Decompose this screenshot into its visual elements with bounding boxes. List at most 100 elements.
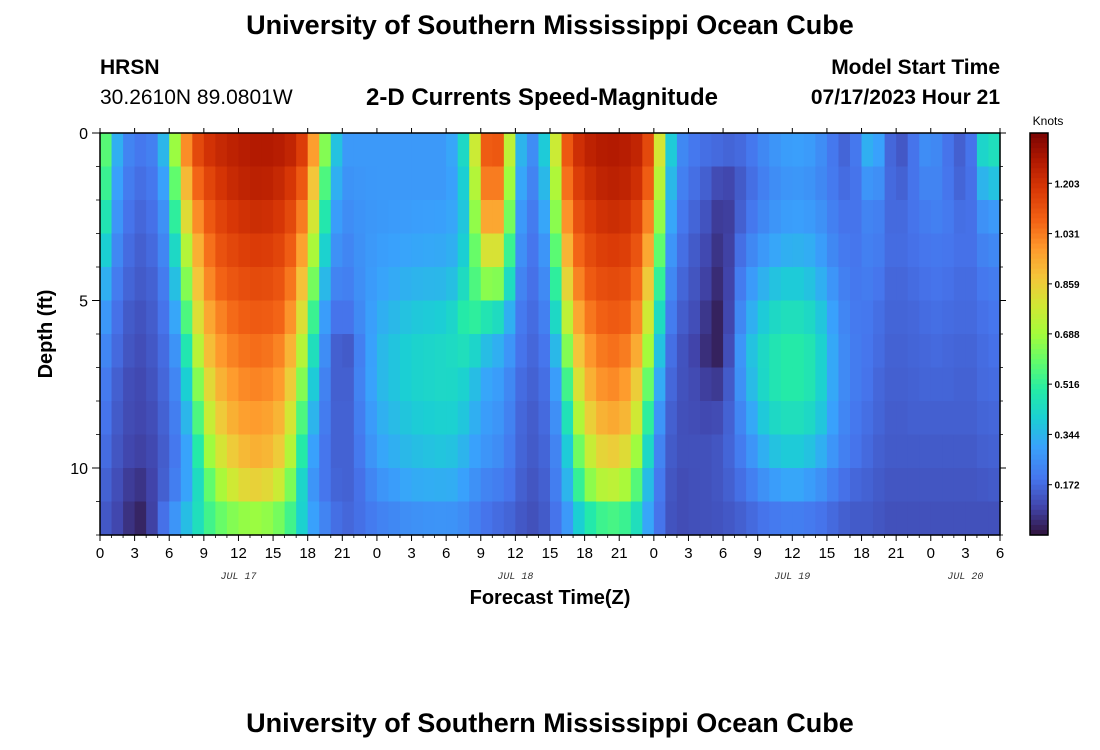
- heatmap-cell: [573, 367, 586, 402]
- heatmap-cell: [538, 133, 551, 168]
- heatmap-cell: [250, 367, 263, 402]
- heatmap-cell: [353, 133, 366, 168]
- heatmap-cell: [815, 367, 828, 402]
- heatmap-cell: [400, 334, 413, 369]
- heatmap-cell: [446, 434, 459, 469]
- model-start-label: Model Start Time: [831, 56, 1000, 79]
- heatmap-cell: [400, 267, 413, 302]
- heatmap-cell: [607, 434, 620, 469]
- heatmap-cell: [884, 166, 897, 201]
- heatmap-cell: [457, 233, 470, 268]
- heatmap-cell: [619, 233, 632, 268]
- heatmap-cell: [434, 401, 447, 436]
- heatmap-cell: [665, 166, 678, 201]
- heatmap-cell: [250, 267, 263, 302]
- heatmap-cell: [700, 133, 713, 168]
- colorbar-swatch: [1030, 258, 1048, 265]
- heatmap-cell: [226, 200, 240, 235]
- heatmap-cell: [342, 166, 355, 201]
- heatmap-cell: [376, 334, 390, 369]
- heatmap-cell: [953, 133, 966, 168]
- heatmap-cell: [619, 267, 632, 302]
- heatmap-cell: [653, 267, 666, 302]
- heatmap-cell: [780, 166, 793, 201]
- heatmap-cell: [711, 233, 724, 268]
- colorbar-swatch: [1030, 143, 1048, 149]
- heatmap-cell: [780, 334, 793, 369]
- heatmap-cell: [792, 166, 805, 201]
- heatmap-cell: [250, 166, 263, 201]
- heatmap-cell: [850, 401, 863, 436]
- heatmap-cell: [873, 334, 886, 369]
- heatmap-cell: [330, 200, 343, 235]
- heatmap-cell: [226, 434, 240, 469]
- heatmap-cell: [988, 468, 1001, 503]
- heatmap-cell: [723, 267, 736, 302]
- colorbar-swatch: [1030, 379, 1048, 385]
- heatmap-cell: [330, 434, 343, 469]
- x-tick-label: 6: [719, 545, 727, 562]
- colorbar-swatch: [1030, 303, 1048, 310]
- heatmap-cell: [457, 200, 470, 235]
- heatmap-cell: [111, 200, 124, 235]
- heatmap-cell: [619, 200, 632, 235]
- heatmap-cell: [769, 300, 782, 335]
- heatmap-cell: [757, 334, 770, 369]
- heatmap-cell: [215, 501, 228, 536]
- heatmap-cell: [169, 267, 182, 302]
- heatmap-cell: [342, 233, 355, 268]
- heatmap-cell: [919, 334, 932, 369]
- heatmap-cell: [769, 501, 782, 536]
- heatmap-cell: [307, 300, 320, 335]
- heatmap-cell: [342, 267, 355, 302]
- heatmap-cell: [353, 468, 366, 503]
- heatmap-cell: [573, 434, 586, 469]
- heatmap-cell: [169, 133, 182, 168]
- heatmap-cell: [192, 468, 205, 503]
- heatmap-cell: [215, 401, 228, 436]
- heatmap-cell: [780, 367, 793, 402]
- heatmap-cell: [792, 300, 805, 335]
- heatmap-cell: [561, 501, 574, 536]
- colorbar-swatch: [1030, 489, 1048, 496]
- heatmap-cell: [157, 334, 170, 369]
- heatmap-cell: [238, 367, 251, 402]
- heatmap-cell: [111, 501, 124, 536]
- heatmap-cell: [815, 166, 828, 201]
- heatmap-cell: [100, 334, 113, 369]
- heatmap-cell: [342, 434, 355, 469]
- heatmap-cell: [400, 501, 413, 536]
- heatmap-cell: [538, 166, 551, 201]
- x-tick-label: 0: [373, 545, 381, 562]
- heatmap-cell: [838, 300, 851, 335]
- heatmap-cell: [826, 468, 840, 503]
- heatmap-cell: [676, 401, 690, 436]
- heatmap-cell: [238, 334, 251, 369]
- heatmap-cell: [353, 267, 366, 302]
- heatmap-cell: [711, 334, 724, 369]
- heatmap-cell: [353, 200, 366, 235]
- heatmap-cell: [619, 367, 632, 402]
- heatmap-cell: [988, 166, 1001, 201]
- heatmap-cell: [930, 367, 943, 402]
- heatmap-cell: [203, 233, 216, 268]
- heatmap-cell: [261, 200, 274, 235]
- heatmap-cell: [607, 334, 620, 369]
- heatmap-cell: [550, 334, 563, 369]
- heatmap-cell: [723, 200, 736, 235]
- heatmap-cell: [723, 434, 736, 469]
- heatmap-cell: [965, 166, 978, 201]
- heatmap-cell: [561, 233, 574, 268]
- heatmap-cell: [965, 233, 978, 268]
- heatmap-cell: [884, 434, 897, 469]
- heatmap-cell: [792, 133, 805, 168]
- heatmap-cell: [723, 501, 736, 536]
- heatmap-cell: [850, 233, 863, 268]
- heatmap-cell: [215, 133, 228, 168]
- x-tick-label: 12: [230, 545, 247, 562]
- heatmap-cell: [757, 233, 770, 268]
- heatmap-cell: [942, 233, 955, 268]
- heatmap-cell: [100, 434, 113, 469]
- heatmap-cell: [815, 300, 828, 335]
- heatmap-cell: [826, 133, 840, 168]
